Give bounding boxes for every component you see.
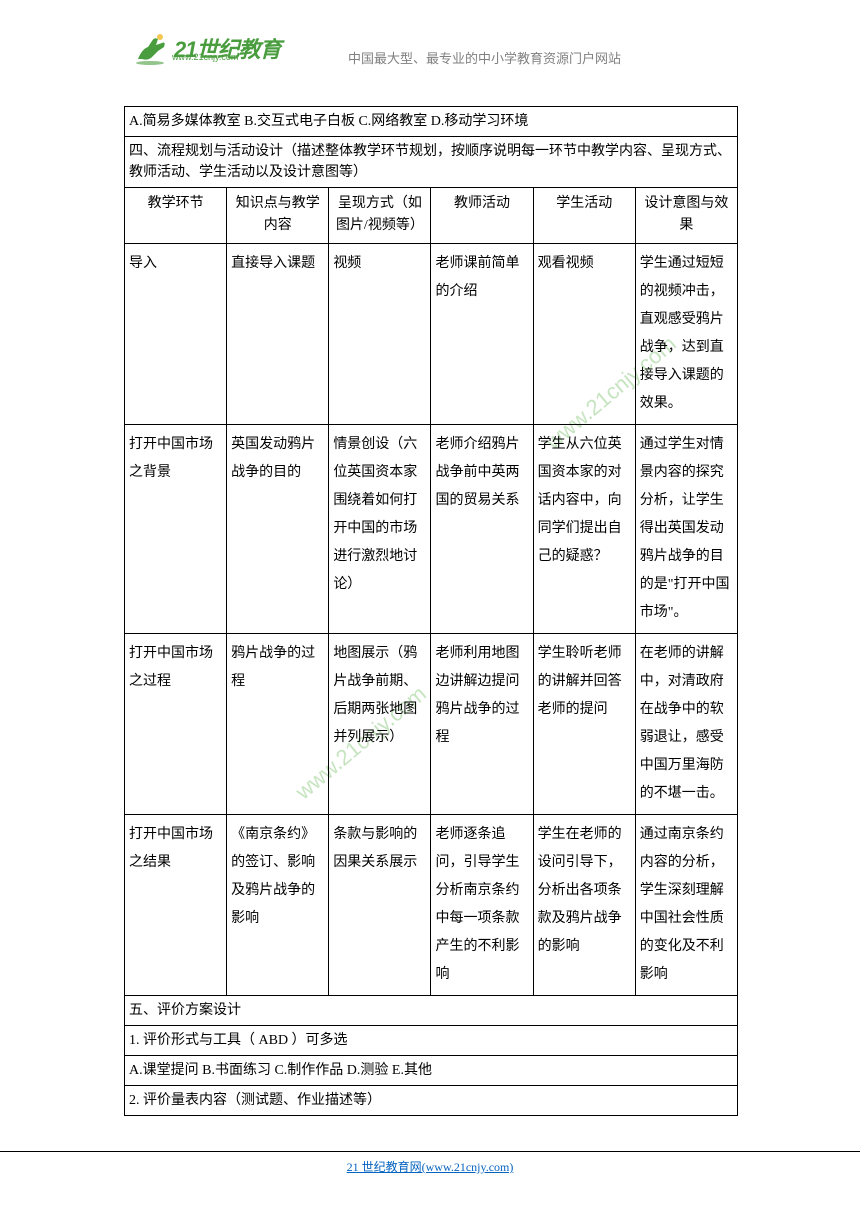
header-teacher: 教师活动 [431, 188, 533, 244]
cell-student: 学生在老师的设问引导下，分析出各项条款及鸦片战争的影响 [533, 814, 635, 995]
table-row: 打开中国市场之结果 《南京条约》的签订、影响及鸦片战争的影响 条款与影响的因果关… [125, 814, 738, 995]
eval-rubric: 2. 评价量表内容（测试题、作业描述等） [125, 1085, 738, 1115]
multimedia-options-row: A.简易多媒体教室 B.交互式电子白板 C.网络教室 D.移动学习环境 [125, 107, 738, 137]
cell-presentation: 地图展示（鸦片战争前期、后期两张地图并列展示） [329, 633, 431, 814]
multimedia-options: A.简易多媒体教室 B.交互式电子白板 C.网络教室 D.移动学习环境 [125, 107, 738, 137]
logo-runner-icon [130, 29, 172, 67]
cell-stage: 打开中国市场之背景 [125, 424, 227, 633]
cell-intent: 通过学生对情景内容的探究分析，让学生得出英国发动鸦片战争的目的是"打开中国市场"… [635, 424, 737, 633]
table-row: 打开中国市场之过程 鸦片战争的过程 地图展示（鸦片战争前期、后期两张地图并列展示… [125, 633, 738, 814]
logo-url: www.21cnjy.com [172, 52, 238, 62]
header-knowledge: 知识点与教学内容 [227, 188, 329, 244]
cell-intent: 学生通过短短的视频冲击，直观感受鸦片战争，达到直接导入课题的效果。 [635, 243, 737, 424]
cell-stage: 导入 [125, 243, 227, 424]
header-intent: 设计意图与效果 [635, 188, 737, 244]
section5-header-row: 五、评价方案设计 [125, 995, 738, 1025]
main-content: A.简易多媒体教室 B.交互式电子白板 C.网络教室 D.移动学习环境 四、流程… [124, 106, 738, 1116]
header-stage: 教学环节 [125, 188, 227, 244]
cell-teacher: 老师逐条追问，引导学生分析南京条约中每一项条款产生的不利影响 [431, 814, 533, 995]
cell-presentation: 视频 [329, 243, 431, 424]
cell-teacher: 老师课前简单的介绍 [431, 243, 533, 424]
cell-presentation: 条款与影响的因果关系展示 [329, 814, 431, 995]
table-column-headers: 教学环节 知识点与教学内容 呈现方式（如图片/视频等） 教师活动 学生活动 设计… [125, 188, 738, 244]
cell-intent: 通过南京条约内容的分析，学生深刻理解中国社会性质的变化及不利影响 [635, 814, 737, 995]
cell-stage: 打开中国市场之过程 [125, 633, 227, 814]
section5-title: 五、评价方案设计 [125, 995, 738, 1025]
cell-intent: 在老师的讲解中，对清政府在战争中的软弱退让，感受中国万里海防的不堪一击。 [635, 633, 737, 814]
section4-title: 四、流程规划与活动设计（描述整体教学环节规划，按顺序说明每一环节中教学内容、呈现… [125, 137, 738, 188]
cell-student: 观看视频 [533, 243, 635, 424]
table-row: 导入 直接导入课题 视频 老师课前简单的介绍 观看视频 学生通过短短的视频冲击，… [125, 243, 738, 424]
cell-teacher: 老师利用地图边讲解边提问鸦片战争的过程 [431, 633, 533, 814]
eval-form-row: 1. 评价形式与工具（ ABD ）可多选 [125, 1025, 738, 1055]
cell-student: 学生从六位英国资本家的对话内容中，向同学们提出自己的疑惑？ [533, 424, 635, 633]
header-slogan: 中国最大型、最专业的中小学教育资源门户网站 [348, 48, 621, 67]
eval-form-tools: 1. 评价形式与工具（ ABD ）可多选 [125, 1025, 738, 1055]
footer-link[interactable]: 21 世纪教育网(www.21cnjy.com) [347, 1160, 514, 1174]
section4-header-row: 四、流程规划与活动设计（描述整体教学环节规划，按顺序说明每一环节中教学内容、呈现… [125, 137, 738, 188]
header-student: 学生活动 [533, 188, 635, 244]
eval-options: A.课堂提问 B.书面练习 C.制作作品 D.测验 E.其他 [125, 1055, 738, 1085]
lesson-plan-table: A.简易多媒体教室 B.交互式电子白板 C.网络教室 D.移动学习环境 四、流程… [124, 106, 738, 1116]
cell-knowledge: 直接导入课题 [227, 243, 329, 424]
page-footer: 21 世纪教育网(www.21cnjy.com) [0, 1151, 860, 1176]
eval-options-row: A.课堂提问 B.书面练习 C.制作作品 D.测验 E.其他 [125, 1055, 738, 1085]
cell-presentation: 情景创设（六位英国资本家围绕着如何打开中国的市场进行激烈地讨论） [329, 424, 431, 633]
eval-rubric-row: 2. 评价量表内容（测试题、作业描述等） [125, 1085, 738, 1115]
cell-student: 学生聆听老师的讲解并回答老师的提问 [533, 633, 635, 814]
cell-teacher: 老师介绍鸦片战争前中英两国的贸易关系 [431, 424, 533, 633]
table-row: 打开中国市场之背景 英国发动鸦片战争的目的 情景创设（六位英国资本家围绕着如何打… [125, 424, 738, 633]
cell-knowledge: 英国发动鸦片战争的目的 [227, 424, 329, 633]
header-presentation: 呈现方式（如图片/视频等） [329, 188, 431, 244]
cell-knowledge: 鸦片战争的过程 [227, 633, 329, 814]
cell-knowledge: 《南京条约》的签订、影响及鸦片战争的影响 [227, 814, 329, 995]
cell-stage: 打开中国市场之结果 [125, 814, 227, 995]
